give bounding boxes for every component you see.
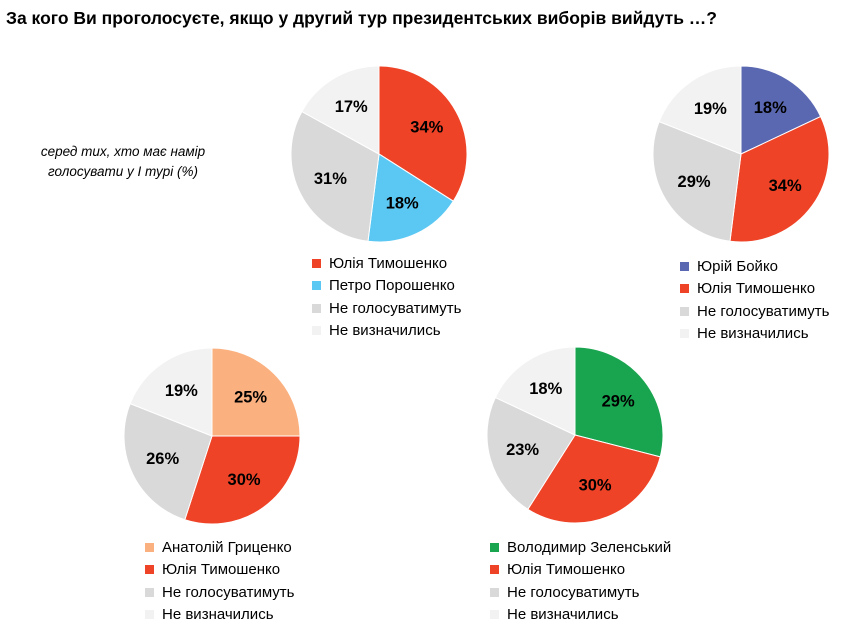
slice-data-label: 26% — [146, 450, 179, 468]
slice-data-label: 34% — [410, 119, 443, 137]
slice-data-label: 31% — [314, 170, 347, 188]
slice-data-label: 18% — [754, 99, 787, 117]
pie-4-svg: 29% 30% 23% 18% — [486, 346, 664, 524]
chart-title: За кого Ви проголосуєте, якщо у другий т… — [6, 8, 717, 28]
pie-chart-2: 18% 34% 29% 19% — [652, 65, 830, 243]
legend-label: Не визначились — [329, 322, 441, 340]
legend-swatch — [145, 565, 154, 575]
legend-swatch — [145, 610, 154, 620]
legend-label: Петро Порошенко — [329, 277, 455, 295]
slice-data-label: 25% — [234, 388, 267, 406]
pie-chart-4: 29% 30% 23% 18% — [486, 346, 664, 524]
pie-1-svg: 34% 18% 31% 17% — [290, 65, 468, 243]
pie-2-svg: 18% 34% 29% 19% — [652, 65, 830, 243]
slice-data-label: 19% — [694, 100, 727, 118]
slice-data-label: 17% — [335, 98, 368, 116]
legend-item: Анатолій Гриценко — [145, 536, 295, 559]
legend-swatch — [680, 329, 689, 339]
pie-slice — [123, 402, 213, 521]
legend-item: Не голосуватимуть — [680, 300, 830, 323]
pie-slice — [658, 65, 742, 155]
legend-item: Юлія Тимошенко — [680, 278, 830, 301]
legend-label: Юлія Тимошенко — [162, 561, 281, 579]
pie-slice — [211, 347, 301, 437]
legend-label: Не голосуватимуть — [162, 583, 295, 601]
legend-item: Петро Порошенко — [312, 275, 462, 298]
slice-data-label: 18% — [386, 194, 419, 212]
slice-data-label: 23% — [506, 441, 539, 459]
slice-data-label: 29% — [678, 173, 711, 191]
pie-chart-1: 34% 18% 31% 17% — [290, 65, 468, 243]
legend-item: Юлія Тимошенко — [145, 559, 295, 582]
legend-item: Юлія Тимошенко — [312, 252, 462, 275]
slice-data-label: 18% — [529, 380, 562, 398]
legend-swatch — [680, 261, 689, 271]
legend-label: Не визначились — [507, 606, 619, 624]
legend-swatch — [490, 565, 499, 575]
pie-slice — [494, 346, 576, 436]
legend-swatch — [680, 306, 689, 316]
slice-data-label: 34% — [769, 177, 802, 195]
legend-2: Юрій Бойко Юлія Тимошенко Не голосуватим… — [680, 255, 830, 345]
slice-data-label: 29% — [602, 393, 635, 411]
legend-item: Не визначились — [312, 320, 462, 343]
pie-slice — [729, 115, 830, 243]
pie-slice — [486, 396, 576, 510]
slice-data-label: 30% — [579, 477, 612, 495]
legend-item: Не голосуватимуть — [312, 297, 462, 320]
legend-label: Юрій Бойко — [697, 257, 779, 275]
legend-item: Володимир Зеленський — [490, 536, 671, 559]
legend-swatch — [490, 587, 499, 597]
legend-1: Юлія Тимошенко Петро Порошенко Не голосу… — [312, 252, 462, 342]
pie-slice — [184, 435, 301, 525]
pie-slice — [574, 346, 664, 458]
legend-swatch — [145, 542, 154, 552]
pie-slice — [527, 434, 661, 524]
legend-label: Юлія Тимошенко — [329, 254, 448, 272]
legend-label: Не голосуватимуть — [507, 583, 640, 601]
legend-swatch — [490, 542, 499, 552]
legend-swatch — [680, 284, 689, 294]
legend-item: Не визначились — [680, 323, 830, 346]
pie-slice — [367, 153, 454, 243]
legend-label: Юлія Тимошенко — [507, 561, 626, 579]
legend-swatch — [312, 303, 321, 313]
pie-slice — [740, 65, 822, 155]
legend-item: Не визначились — [145, 604, 295, 627]
legend-label: Анатолій Гриценко — [162, 538, 292, 556]
pie-chart-3: 25% 30% 26% 19% — [123, 347, 301, 525]
slice-data-label: 30% — [228, 471, 261, 489]
pie-slice — [290, 110, 380, 242]
pie-3-svg: 25% 30% 26% 19% — [123, 347, 301, 525]
legend-label: Володимир Зеленський — [507, 538, 672, 556]
legend-label: Не голосуватимуть — [697, 302, 830, 320]
legend-label: Юлія Тимошенко — [697, 280, 816, 298]
chart-note: серед тих, хто має намір голосувати у І … — [40, 144, 206, 179]
legend-label: Не визначились — [697, 325, 809, 343]
legend-label: Не голосуватимуть — [329, 299, 462, 317]
legend-item: Юрій Бойко — [680, 255, 830, 278]
legend-swatch — [490, 610, 499, 620]
pie-slice — [129, 347, 213, 437]
pie-slice — [652, 120, 742, 242]
legend-swatch — [312, 258, 321, 268]
legend-swatch — [312, 281, 321, 291]
legend-swatch — [312, 326, 321, 336]
slice-data-label: 19% — [165, 382, 198, 400]
legend-swatch — [145, 587, 154, 597]
legend-item: Не голосуватимуть — [145, 581, 295, 604]
legend-item: Юлія Тимошенко — [490, 559, 671, 582]
legend-label: Не визначились — [162, 606, 274, 624]
legend-item: Не голосуватимуть — [490, 581, 671, 604]
legend-item: Не визначились — [490, 604, 671, 627]
pie-slice — [301, 65, 380, 155]
legend-3: Анатолій Гриценко Юлія Тимошенко Не голо… — [145, 536, 295, 626]
legend-4: Володимир Зеленський Юлія Тимошенко Не г… — [490, 536, 671, 626]
